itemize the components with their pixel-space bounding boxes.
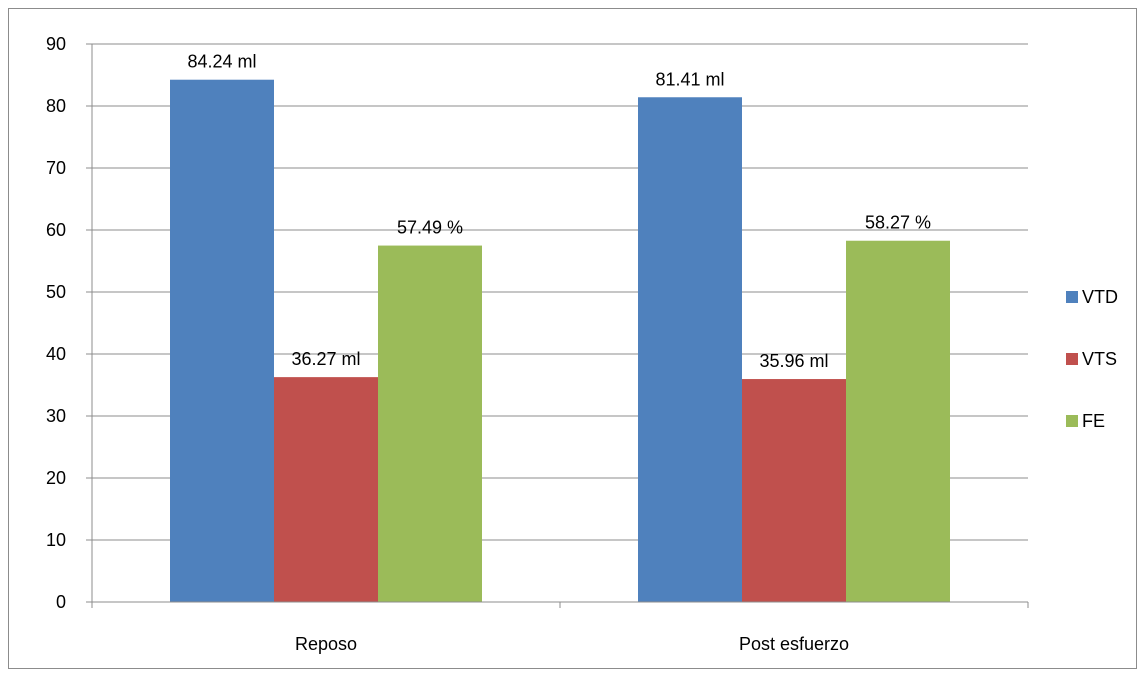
y-tick-label: 80 [46, 96, 66, 116]
data-label: 58.27 % [865, 213, 931, 233]
axes [86, 43, 1029, 608]
data-label: 57.49 % [397, 218, 463, 238]
legend-label-vtd: VTD [1082, 287, 1118, 307]
bar-fe [846, 240, 950, 602]
legend-swatch-vtd [1066, 291, 1078, 303]
bar-vts [274, 377, 378, 602]
y-tick-label: 40 [46, 344, 66, 364]
bar-vtd [638, 97, 742, 603]
legend-label-fe: FE [1082, 411, 1105, 431]
y-tick-label: 70 [46, 158, 66, 178]
labels: 0 10 20 30 40 50 60 70 80 90 84.24 ml 36.27 ml 57.49… [46, 34, 931, 654]
data-label: 81.41 ml [655, 69, 724, 89]
data-label: 36.27 ml [291, 349, 360, 369]
y-tick-label: 30 [46, 406, 66, 426]
bar-vts [742, 379, 846, 602]
y-tick-label: 10 [46, 530, 66, 550]
y-tick-label: 50 [46, 282, 66, 302]
y-tick-label: 60 [46, 220, 66, 240]
bars [170, 79, 950, 603]
category-label: Reposo [295, 634, 357, 654]
category-label: Post esfuerzo [739, 634, 849, 654]
legend-label-vts: VTS [1082, 349, 1117, 369]
legend-swatch-vts [1066, 353, 1078, 365]
y-tick-label: 90 [46, 34, 66, 54]
legend: VTD VTS FE [1066, 287, 1118, 431]
data-label: 35.96 ml [759, 351, 828, 371]
legend-swatch-fe [1066, 415, 1078, 427]
bar-fe [378, 245, 482, 602]
y-tick-label: 20 [46, 468, 66, 488]
y-tick-label: 0 [56, 592, 66, 612]
bar-vtd [170, 79, 274, 603]
data-label: 84.24 ml [187, 52, 256, 72]
